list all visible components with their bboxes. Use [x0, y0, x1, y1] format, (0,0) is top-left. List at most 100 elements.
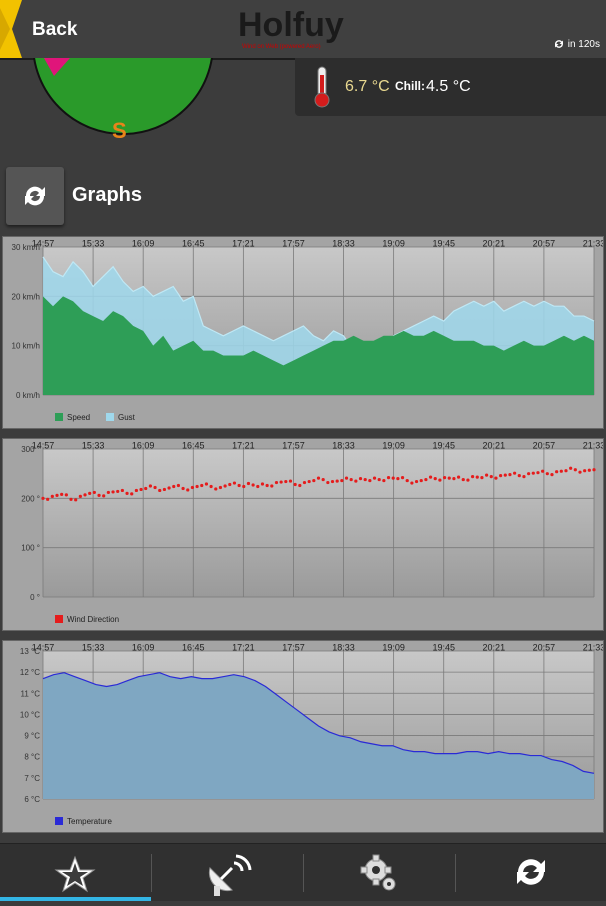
speed-area [43, 296, 594, 395]
direction-point [78, 494, 82, 498]
time-tick-label: 17:57 [282, 643, 305, 653]
time-tick-label: 17:21 [232, 239, 255, 249]
legend-swatch [55, 615, 63, 623]
direction-point [494, 476, 498, 480]
time-tick-label: 15:33 [82, 239, 105, 249]
direction-point [237, 483, 241, 488]
temperature-chart-svg: 14:57 15:33 16:09 16:45 17:21 17:57 18:33 19:09… [20, 643, 603, 827]
direction-point [541, 469, 545, 473]
direction-point [64, 493, 68, 497]
holfuy-logo: Holfuy Wind on Web (powered Aero) [238, 6, 373, 52]
y-tick-label: 10 km/h [12, 342, 40, 351]
direction-point [517, 474, 521, 478]
direction-point [144, 486, 148, 491]
wind-direction-chart: 14:57 15:33 16:09 16:45 17:21 17:57 18:33 19:09… [2, 438, 604, 631]
direction-point [573, 468, 577, 472]
graphs-title: Graphs [72, 184, 143, 206]
tab-favorites[interactable] [0, 844, 151, 901]
y-tick-label: 100 ° [21, 544, 40, 553]
direction-point [260, 482, 265, 486]
direction-point [513, 471, 517, 475]
time-tick-label: 16:09 [132, 441, 155, 451]
wind-chill-label: Chill: [395, 79, 425, 93]
direction-point [358, 477, 363, 481]
direction-point [433, 477, 437, 481]
wind-speed-chart-svg: 14:57 15:33 16:09 16:45 17:21 17:57 18:33 19:09… [12, 239, 603, 423]
time-tick-label: 14:57 [32, 441, 55, 451]
back-label: Back [32, 19, 78, 40]
direction-point [55, 493, 59, 497]
direction-point [69, 497, 73, 501]
direction-point [134, 488, 138, 493]
time-tick-label: 18:33 [332, 239, 355, 249]
satellite-dish-icon [208, 854, 252, 896]
direction-point [527, 472, 531, 476]
direction-point [302, 480, 307, 485]
time-tick-label: 21:33 [583, 441, 603, 451]
direction-point [228, 482, 232, 487]
direction-point [410, 481, 414, 485]
legend-label: Wind Direction [67, 615, 119, 624]
direction-point [214, 487, 218, 491]
direction-point [480, 476, 484, 480]
tab-settings[interactable] [304, 844, 455, 901]
direction-point [503, 473, 507, 477]
direction-point [74, 498, 78, 502]
direction-point [153, 485, 157, 490]
plot-area [43, 449, 594, 597]
direction-point [162, 487, 167, 492]
direction-point [499, 474, 503, 478]
direction-point [466, 478, 470, 482]
tab-refresh[interactable] [456, 844, 606, 901]
direction-point [508, 473, 512, 477]
direction-point [181, 486, 185, 491]
time-tick-label: 19:09 [382, 441, 405, 451]
legend-swatch [106, 413, 114, 421]
direction-point [382, 478, 386, 483]
time-tick-label: 20:21 [483, 643, 506, 653]
temperature-chart: 14:57 15:33 16:09 16:45 17:21 17:57 18:33 19:09… [2, 640, 604, 833]
back-arrow-icon [0, 0, 22, 58]
direction-point [298, 483, 302, 488]
direction-point [456, 475, 461, 479]
direction-point [195, 484, 199, 489]
time-tick-label: 19:45 [432, 239, 455, 249]
direction-point [592, 468, 596, 472]
legend-label: Speed [67, 413, 90, 422]
legend-swatch [55, 413, 63, 421]
logo-text: Holfuy [238, 6, 344, 44]
direction-point [167, 486, 171, 490]
time-tick-label: 20:21 [483, 239, 506, 249]
direction-point [330, 479, 335, 484]
y-tick-label: 200 ° [21, 494, 40, 503]
y-tick-label: 20 km/h [12, 292, 40, 301]
legend-swatch [55, 817, 63, 825]
time-tick-label: 16:45 [182, 643, 205, 653]
direction-point [587, 468, 591, 472]
direction-point [316, 476, 321, 480]
direction-point [447, 476, 451, 480]
temperature-box: 6.7 °C Chill: 4.5 °C [295, 58, 606, 116]
direction-point [60, 492, 64, 496]
back-button[interactable]: Back [0, 0, 100, 58]
time-tick-label: 15:33 [82, 643, 105, 653]
direction-point [83, 493, 87, 497]
direction-point [274, 480, 279, 485]
y-tick-label: 0 km/h [16, 391, 40, 400]
direction-point [485, 473, 489, 477]
tab-stations[interactable] [152, 844, 303, 901]
time-tick-label: 19:09 [382, 239, 405, 249]
direction-point [555, 470, 559, 474]
time-tick-label: 16:45 [182, 239, 205, 249]
direction-point [130, 492, 134, 496]
graphs-refresh-button[interactable] [6, 167, 64, 225]
direction-point [368, 478, 372, 483]
y-tick-label: 12 °C [20, 668, 40, 677]
time-tick-label: 17:21 [232, 643, 255, 653]
direction-point [564, 469, 568, 473]
direction-point [531, 471, 535, 475]
gust-line [42, 256, 595, 362]
direction-point [372, 476, 377, 480]
time-tick-label: 18:33 [332, 441, 355, 451]
direction-point [470, 475, 475, 479]
